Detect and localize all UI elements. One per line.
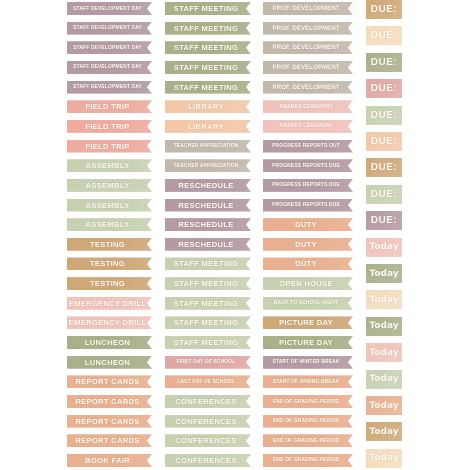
sticker-flag-duty: DUTY xyxy=(263,238,353,251)
sticker-flag-progress-reports-due: PROGRESS REPORTS DUE xyxy=(263,159,353,172)
due-sticker: DUE: xyxy=(366,79,402,99)
sticker-flag-staff-meeting: STAFF MEETING xyxy=(165,41,251,54)
sticker-flag-staff-meeting: STAFF MEETING xyxy=(165,257,251,270)
sticker-flag-conferences: CONFERENCES xyxy=(165,415,251,428)
sticker-flag-start-of-spring-break: START OF SPRING BREAK xyxy=(263,375,353,388)
sticker-flag-staff-meeting: STAFF MEETING xyxy=(165,22,251,35)
sticker-flag-report-cards: REPORT CARDS xyxy=(67,434,152,447)
sticker-flag-conferences: CONFERENCES xyxy=(165,454,251,467)
sticker-flag-library: LIBRARY xyxy=(165,120,251,133)
due-sticker: DUE: xyxy=(366,105,402,125)
sticker-flag-library: LIBRARY xyxy=(165,100,251,113)
due-sticker: DUE: xyxy=(366,26,402,46)
sticker-flag-picture-day: PICTURE DAY xyxy=(263,316,353,329)
due-sticker: DUE: xyxy=(366,0,402,19)
sticker-flag-staff-meeting: STAFF MEETING xyxy=(165,61,251,74)
sticker-flag-reschedule: RESCHEDULE xyxy=(165,238,251,251)
sticker-flag-testing: TESTING xyxy=(67,277,152,290)
today-sticker: Today xyxy=(366,396,402,415)
sticker-flag-field-trip: FIELD TRIP xyxy=(67,140,152,153)
sticker-flag-staff-development-day: STAFF DEVELOPMENT DAY xyxy=(67,22,152,35)
sticker-flag-prof-development: PROF. DEVELOPMENT xyxy=(263,2,353,15)
sticker-flag-awards-ceremony: AWARDS CEREMONY xyxy=(263,100,353,113)
sticker-flag-reschedule: RESCHEDULE xyxy=(165,179,251,192)
sticker-flag-start-of-winter-break: START OF WINTER BREAK xyxy=(263,356,353,369)
sticker-flag-last-day-of-school: LAST DAY OF SCHOOL xyxy=(165,375,251,388)
sticker-flag-reschedule: RESCHEDULE xyxy=(165,218,251,231)
today-sticker: Today xyxy=(366,237,402,257)
sticker-flag-prof-development: PROF. DEVELOPMENT xyxy=(263,61,353,74)
sticker-flag-teacher-appreciation: TEACHER APPRECIATION xyxy=(165,159,251,172)
today-sticker: Today xyxy=(366,290,402,310)
sticker-flag-back-to-school-night: BACK TO SCHOOL NIGHT xyxy=(263,297,353,310)
today-sticker: Today xyxy=(366,264,402,283)
sticker-flag-open-house: OPEN HOUSE xyxy=(263,277,353,290)
sticker-flag-end-of-grading-period: END OF GRADING PERIOD xyxy=(263,454,353,467)
sticker-flag-report-cards: REPORT CARDS xyxy=(67,395,152,408)
sticker-flag-emergency-drill: EMERGENCY DRILL xyxy=(67,316,152,329)
sticker-flag-field-trip: FIELD TRIP xyxy=(67,100,152,113)
sticker-flag-conferences: CONFERENCES xyxy=(165,395,251,408)
today-sticker: Today xyxy=(366,369,402,389)
sticker-flag-prof-development: PROF. DEVELOPMENT xyxy=(263,81,353,94)
sticker-flag-assembly: ASSEMBLY xyxy=(67,179,152,192)
due-sticker: DUE: xyxy=(366,132,402,151)
sticker-flag-end-of-grading-period: END OF GRADING PERIOD xyxy=(263,434,353,447)
sticker-flag-duty: DUTY xyxy=(263,257,353,270)
sticker-flag-report-cards: REPORT CARDS xyxy=(67,375,152,388)
sticker-flag-testing: TESTING xyxy=(67,257,152,270)
sticker-flag-staff-development-day: STAFF DEVELOPMENT DAY xyxy=(67,2,152,15)
sticker-flag-progress-reports-due: PROGRESS REPORTS DUE xyxy=(263,179,353,192)
sticker-flag-staff-meeting: STAFF MEETING xyxy=(165,2,251,15)
sticker-flag-first-day-of-school: FIRST DAY OF SCHOOL xyxy=(165,356,251,369)
today-sticker: Today xyxy=(366,343,402,363)
today-sticker: Today xyxy=(366,448,402,468)
today-sticker: Today xyxy=(366,422,402,442)
today-sticker: Today xyxy=(366,316,402,336)
sticker-flag-luncheon: LUNCHEON xyxy=(67,356,152,369)
due-sticker: DUE: xyxy=(366,158,402,178)
sticker-flag-assembly: ASSEMBLY xyxy=(67,218,152,231)
sticker-flag-staff-meeting: STAFF MEETING xyxy=(165,297,251,310)
sticker-flag-conferences: CONFERENCES xyxy=(165,434,251,447)
sticker-flag-picture-day: PICTURE DAY xyxy=(263,336,353,349)
sticker-flag-prof-development: PROF. DEVELOPMENT xyxy=(263,22,353,35)
sticker-flag-staff-development-day: STAFF DEVELOPMENT DAY xyxy=(67,61,152,74)
sticker-flag-assembly: ASSEMBLY xyxy=(67,199,152,212)
sticker-flag-emergency-drill: EMERGENCY DRILL xyxy=(67,297,152,310)
sticker-flag-staff-development-day: STAFF DEVELOPMENT DAY xyxy=(67,81,152,94)
sticker-flag-luncheon: LUNCHEON xyxy=(67,336,152,349)
sticker-flag-assembly: ASSEMBLY xyxy=(67,159,152,172)
sticker-flag-prof-development: PROF. DEVELOPMENT xyxy=(263,41,353,54)
due-sticker: DUE: xyxy=(366,52,402,72)
sticker-flag-staff-development-day: STAFF DEVELOPMENT DAY xyxy=(67,41,152,54)
sticker-flag-end-of-grading-period: END OF GRADING PERIOD xyxy=(263,415,353,428)
sticker-flag-staff-meeting: STAFF MEETING xyxy=(165,277,251,290)
sticker-flag-staff-meeting: STAFF MEETING xyxy=(165,336,251,349)
sticker-flag-progress-reports-due: PROGRESS REPORTS DUE xyxy=(263,199,353,212)
sticker-flag-awards-ceremony: AWARDS CEREMONY xyxy=(263,120,353,133)
sticker-flag-teacher-appreciation: TEACHER APPRECIATION xyxy=(165,140,251,153)
sticker-flag-testing: TESTING xyxy=(67,238,152,251)
sticker-flag-duty: DUTY xyxy=(263,218,353,231)
sticker-flag-staff-meeting: STAFF MEETING xyxy=(165,81,251,94)
sticker-flag-staff-meeting: STAFF MEETING xyxy=(165,316,251,329)
due-sticker: DUE: xyxy=(366,184,402,204)
sticker-flag-book-fair: BOOK FAIR xyxy=(67,454,152,467)
sticker-flag-report-cards: REPORT CARDS xyxy=(67,415,152,428)
sticker-flag-end-of-grading-period: END OF GRADING PERIOD xyxy=(263,395,353,408)
sticker-flag-reschedule: RESCHEDULE xyxy=(165,199,251,212)
sticker-flag-field-trip: FIELD TRIP xyxy=(67,120,152,133)
sticker-flag-progress-reports-out: PROGRESS REPORTS OUT xyxy=(263,140,353,153)
due-sticker: DUE: xyxy=(366,211,402,231)
